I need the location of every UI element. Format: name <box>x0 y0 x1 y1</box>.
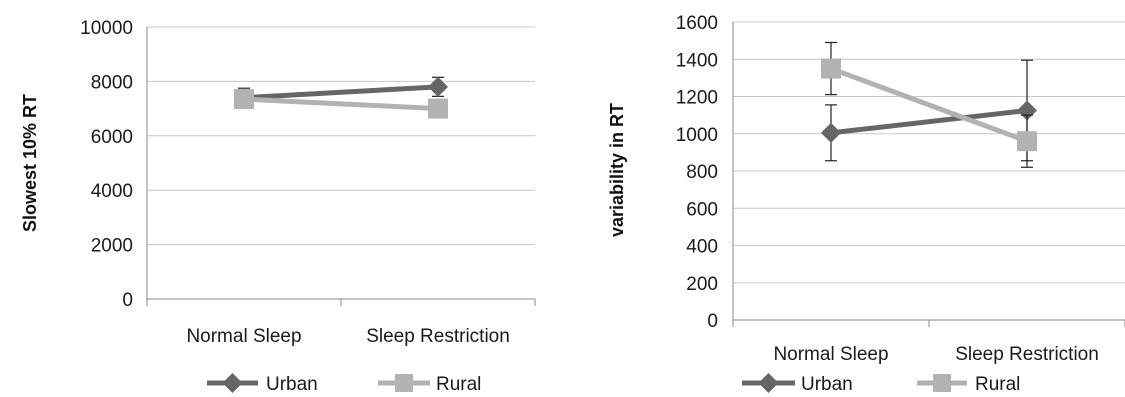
y-tick-label: 600 <box>686 199 718 220</box>
y-tick-label: 4000 <box>91 181 133 202</box>
chart-slowest-rt: 0 2000 4000 6000 8000 10000 Normal Sleep Sleep … <box>20 18 536 395</box>
series-line-rural <box>830 66 1028 144</box>
y-tick-label: 800 <box>686 162 718 183</box>
legend-label: Rural <box>975 374 1020 395</box>
data-point <box>821 122 841 143</box>
y-tick-label: 10000 <box>80 18 133 39</box>
series-line-urban <box>830 107 1028 136</box>
data-point <box>428 98 448 119</box>
y-tick-label: 8000 <box>91 72 133 93</box>
y-tick-label: 400 <box>686 237 718 258</box>
x-category-label: Sleep Restriction <box>366 326 510 347</box>
data-point <box>234 89 254 110</box>
y-axis-title: Slowest 10% RT <box>20 94 40 232</box>
y-tick-label: 1000 <box>676 125 718 146</box>
series-line-urban <box>243 84 439 101</box>
y-tick-label: 1400 <box>676 50 718 71</box>
y-axis-title: variability in RT <box>607 103 627 237</box>
x-category-label: Sleep Restriction <box>955 344 1099 365</box>
y-tick-label: 2000 <box>91 236 133 257</box>
x-category-label: Normal Sleep <box>773 344 888 365</box>
y-tick-label: 200 <box>686 274 718 295</box>
data-point <box>428 76 448 97</box>
data-point <box>1017 131 1037 152</box>
legend-label: Urban <box>266 374 318 395</box>
legend-label: Rural <box>436 374 481 395</box>
legend-marker <box>395 374 413 392</box>
legend-marker <box>933 374 951 392</box>
legend-label: Urban <box>801 374 853 395</box>
y-tick-label: 1200 <box>676 88 718 109</box>
chart-variability-rt: 0 200 400 600 800 1000 1200 1400 1600 Normal Slee… <box>607 13 1125 395</box>
y-tick-label: 0 <box>707 311 718 332</box>
legend-marker <box>758 373 779 393</box>
series-line-rural <box>243 96 439 112</box>
y-tick-label: 1600 <box>676 13 718 34</box>
legend-marker <box>222 373 243 393</box>
data-point <box>821 58 841 79</box>
x-category-label: Normal Sleep <box>186 326 301 347</box>
y-tick-label: 0 <box>122 290 133 311</box>
y-tick-label: 6000 <box>91 127 133 148</box>
